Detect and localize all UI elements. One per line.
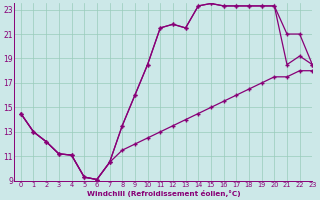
X-axis label: Windchill (Refroidissement éolien,°C): Windchill (Refroidissement éolien,°C) <box>87 190 240 197</box>
